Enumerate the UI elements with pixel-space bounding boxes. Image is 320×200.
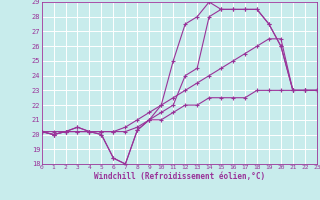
X-axis label: Windchill (Refroidissement éolien,°C): Windchill (Refroidissement éolien,°C)	[94, 172, 265, 181]
